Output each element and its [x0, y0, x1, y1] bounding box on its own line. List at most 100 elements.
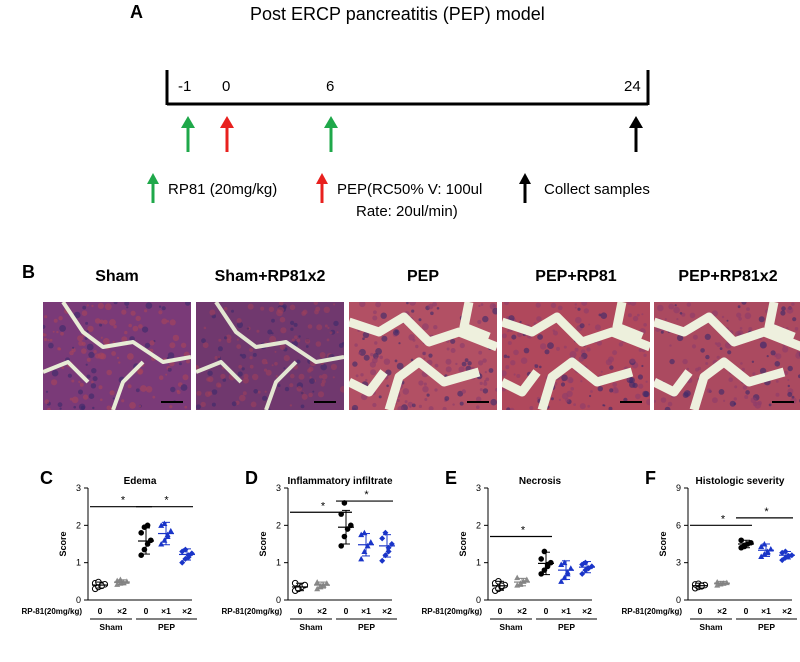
data-point [758, 543, 765, 549]
dot-plot: 0 1 2 3 Score 0 ×2 0 ×1 ×2 * RP-81(20mg/kg) Sham PEP [422, 483, 597, 632]
x-tick-label: ×2 [117, 606, 127, 616]
x-tick-label: 0 [144, 606, 149, 616]
x-tick-label: ×1 [561, 606, 571, 616]
data-point [179, 559, 186, 566]
dose-label: RP-81(20mg/kg) [222, 607, 283, 616]
data-point [758, 553, 765, 559]
x-tick-label: ×2 [317, 606, 327, 616]
data-point [144, 522, 151, 529]
dot-plot: 0 1 2 3 Score 0 ×2 0 ×1 ×2 * * RP-81(20mg/kg) Sham PEP [222, 483, 397, 632]
sig-star: * [364, 489, 369, 501]
histology-title: PEP+RP81 [535, 268, 617, 285]
x-tick-label: ×2 [517, 606, 527, 616]
dot-plot: 0 3 6 9 Score 0 ×2 0 ×1 ×2 * * RP-81(20mg/kg) Sham PEP [622, 483, 797, 632]
timeline [165, 70, 650, 152]
histology-title: Sham [95, 268, 139, 285]
data-point [367, 539, 374, 545]
y-axis-label: Score [258, 531, 268, 556]
red-arrow-icon [220, 116, 234, 152]
group-label: Sham [699, 622, 723, 632]
data-point [314, 579, 321, 585]
histology-image [349, 302, 497, 410]
y-tick-label: 3 [476, 483, 481, 493]
histology-image [654, 302, 800, 410]
data-point [523, 576, 530, 582]
panel-letter: F [645, 468, 656, 488]
panel-letter: E [445, 468, 458, 488]
sig-star: * [164, 495, 169, 507]
panel-letter: D [245, 468, 258, 488]
black-arrow-icon [629, 116, 643, 152]
data-point [738, 537, 744, 544]
x-tick-label: 0 [498, 606, 503, 616]
legend-pep: PEP(RC50% V: 100ul [337, 181, 483, 198]
data-point [579, 561, 586, 568]
y-tick-label: 0 [476, 595, 481, 605]
data-point [314, 585, 321, 592]
y-tick-label: 1 [76, 558, 81, 568]
group-label: PEP [158, 622, 175, 632]
panel-letter: C [40, 468, 53, 488]
data-point [323, 580, 330, 586]
data-point [158, 522, 165, 528]
sig-star: * [764, 506, 769, 518]
group-label: Sham [99, 622, 123, 632]
group-label: PEP [558, 622, 575, 632]
x-tick-label: 0 [544, 606, 549, 616]
data-point [148, 537, 154, 544]
group-label: PEP [358, 622, 375, 632]
y-tick-label: 0 [76, 595, 81, 605]
sig-star: * [121, 495, 126, 507]
histology-title: PEP [406, 268, 439, 285]
green-arrow-icon [324, 116, 338, 152]
data-point [785, 552, 792, 559]
data-point [358, 531, 365, 538]
data-point [558, 578, 565, 584]
tick-label: -1 [178, 78, 192, 95]
x-tick-label: ×2 [382, 606, 392, 616]
group-label: Sham [499, 622, 523, 632]
y-tick-label: 0 [676, 595, 681, 605]
x-tick-label: ×2 [182, 606, 192, 616]
y-tick-label: 1 [276, 558, 281, 568]
y-tick-label: 0 [276, 595, 281, 605]
data-point [514, 574, 521, 581]
x-tick-label: ×1 [361, 606, 371, 616]
y-tick-label: 2 [76, 520, 81, 530]
legend-collect: Collect samples [544, 181, 650, 198]
data-point [138, 530, 144, 536]
histology-title: Sham+RP81x2 [214, 268, 326, 285]
y-axis-label: Score [658, 531, 668, 556]
x-tick-label: 0 [298, 606, 303, 616]
sig-star: * [721, 513, 726, 525]
y-axis-label: Score [58, 531, 68, 556]
y-tick-label: 2 [476, 520, 481, 530]
data-point [779, 549, 786, 556]
x-tick-label: ×1 [161, 606, 171, 616]
tick-label: 0 [222, 78, 231, 95]
x-tick-label: 0 [698, 606, 703, 616]
dose-label: RP-81(20mg/kg) [22, 607, 83, 616]
histology-image [196, 302, 344, 410]
y-tick-label: 2 [276, 520, 281, 530]
histology-title: PEP+RP81x2 [678, 268, 778, 285]
x-tick-label: ×1 [761, 606, 771, 616]
dose-label: RP-81(20mg/kg) [622, 607, 683, 616]
data-point [538, 571, 544, 577]
x-tick-label: ×2 [582, 606, 592, 616]
histology-image [43, 302, 191, 410]
legend-black-arrow-icon [519, 173, 531, 203]
tick-label: 24 [624, 78, 641, 95]
panel-b-letter: B [22, 262, 35, 282]
legend-red-arrow-icon [316, 173, 328, 203]
data-point [167, 527, 174, 534]
data-point [379, 557, 386, 564]
legend-pep-rate: Rate: 20ul/min) [356, 203, 458, 220]
group-label: Sham [299, 622, 323, 632]
green-arrow-icon [181, 116, 195, 152]
data-point [748, 539, 754, 546]
data-point [567, 565, 574, 571]
x-tick-label: 0 [344, 606, 349, 616]
dose-label: RP-81(20mg/kg) [422, 607, 483, 616]
y-axis-label: Score [458, 531, 468, 556]
